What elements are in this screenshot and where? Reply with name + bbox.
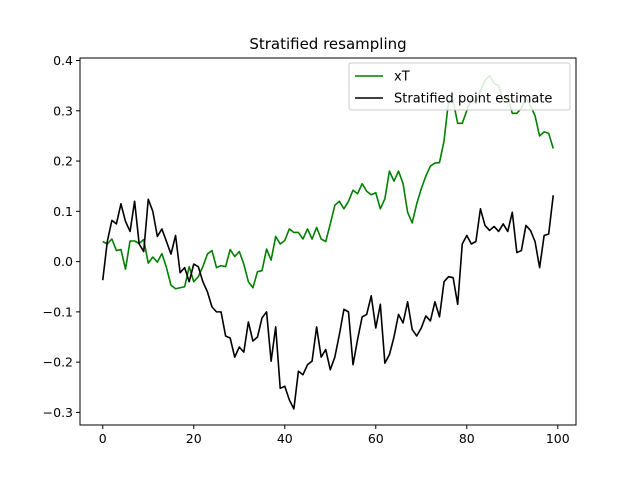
- x-tick-label: 0: [99, 431, 107, 446]
- y-tick-label: 0.3: [53, 103, 73, 118]
- y-tick-label: 0.2: [53, 154, 73, 169]
- y-tick-label: −0.3: [43, 405, 73, 420]
- y-tick-label: 0.0: [53, 254, 73, 269]
- series-line-stratified-point-estimate: [101, 195, 555, 410]
- legend-entry-label: Stratified point estimate: [394, 92, 552, 107]
- x-tick-label: 20: [186, 431, 202, 446]
- y-tick-label: 0.1: [53, 204, 73, 219]
- x-tick-label: 60: [368, 431, 384, 446]
- x-tick-label: 80: [459, 431, 475, 446]
- y-tick-label: −0.1: [43, 304, 73, 319]
- series-layer: [101, 74, 555, 410]
- x-tick-label: 100: [546, 431, 570, 446]
- x-tick-label: 40: [277, 431, 293, 446]
- axes-layer: 0 20 40 60 80 100 −0.3 −0.2 −0.1 0.0 0.1 0.2 0.3 0.4: [43, 53, 577, 446]
- y-tick-label: −0.2: [43, 355, 73, 370]
- plot-frame: [79, 57, 577, 426]
- legend-box: [348, 62, 571, 111]
- y-tick-label: 0.4: [53, 53, 73, 68]
- chart-title: Stratified resampling: [249, 35, 406, 53]
- legend-entry-label: xT: [394, 70, 410, 85]
- legend: xT Stratified point estimate: [348, 62, 571, 111]
